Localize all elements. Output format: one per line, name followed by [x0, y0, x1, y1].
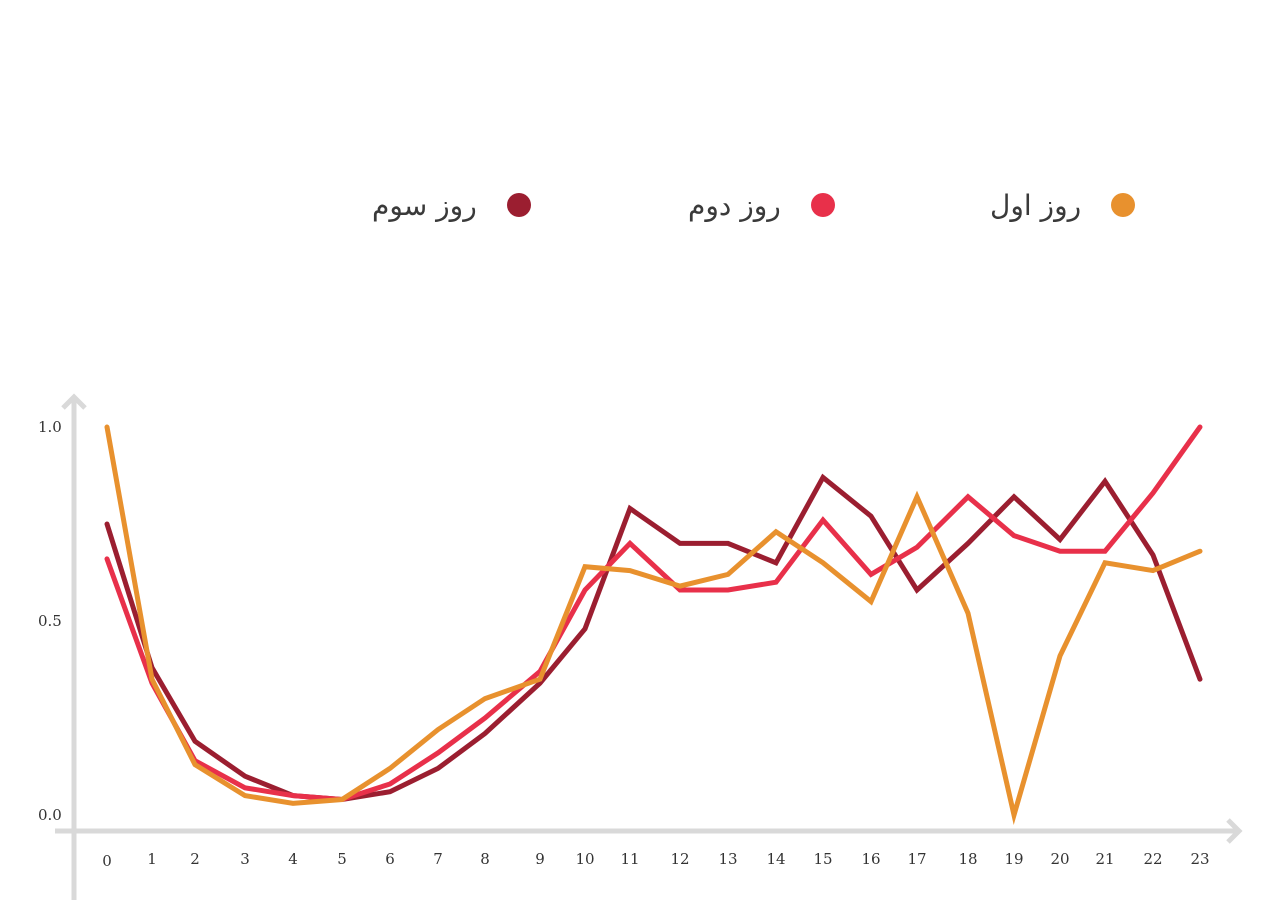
x-tick-label: 12 [670, 850, 689, 868]
x-tick-label: 11 [620, 850, 639, 868]
x-tick-label: 14 [766, 850, 785, 868]
legend-dot-icon [1111, 193, 1136, 217]
x-tick-label: 0 [102, 852, 112, 870]
legend-dot-icon [506, 193, 531, 217]
x-tick-label: 6 [385, 850, 395, 868]
x-tick-label: 9 [535, 850, 545, 868]
legend-dot-icon [810, 193, 835, 217]
x-tick-label: 18 [958, 850, 977, 868]
x-axis-arrow-icon [1226, 818, 1243, 844]
x-tick-label: 13 [718, 850, 737, 868]
x-tick-label: 16 [861, 850, 880, 868]
chart-legend: روز اول روز دوم روز سوم [0, 180, 1280, 240]
x-tick-label: 23 [1190, 850, 1209, 868]
chart-axes [55, 393, 1243, 900]
legend-label: روز دوم [688, 188, 781, 222]
x-tick-label: 17 [907, 850, 926, 868]
y-axis-arrow-icon [61, 393, 87, 410]
y-tick-label: 1.0 [38, 418, 62, 436]
y-tick-labels: 1.0 0.5 0.0 [38, 418, 62, 824]
series-line-day-3 [104, 473, 1203, 803]
legend-label: روز سوم [372, 188, 477, 222]
legend-label: روز اول [990, 188, 1082, 222]
x-tick-label: 5 [337, 850, 347, 868]
x-tick-label: 4 [288, 850, 298, 868]
legend-item-day-1[interactable]: روز اول [990, 180, 1136, 230]
x-tick-label: 2 [190, 850, 200, 868]
x-tick-label: 10 [575, 850, 594, 868]
x-tick-label: 21 [1095, 850, 1114, 868]
y-tick-label: 0.5 [38, 612, 62, 630]
x-tick-label: 20 [1050, 850, 1069, 868]
x-tick-label: 22 [1143, 850, 1162, 868]
x-tick-label: 3 [240, 850, 250, 868]
legend-item-day-3[interactable]: روز سوم [372, 180, 531, 230]
series-lines [104, 424, 1203, 825]
legend-item-day-2[interactable]: روز دوم [688, 180, 835, 230]
x-tick-label: 1 [147, 850, 157, 868]
x-tick-label: 8 [480, 850, 490, 868]
x-tick-label: 7 [433, 850, 443, 868]
series-line-day-2 [104, 424, 1203, 803]
x-tick-labels: 0 1 2 3 4 5 6 7 8 9 10 11 12 13 14 15 16 17 18 19 20 21 22 23 [102, 850, 1209, 870]
series-line-day-1 [104, 424, 1203, 825]
x-tick-label: 19 [1004, 850, 1023, 868]
x-tick-label: 15 [813, 850, 832, 868]
y-tick-label: 0.0 [38, 806, 62, 824]
